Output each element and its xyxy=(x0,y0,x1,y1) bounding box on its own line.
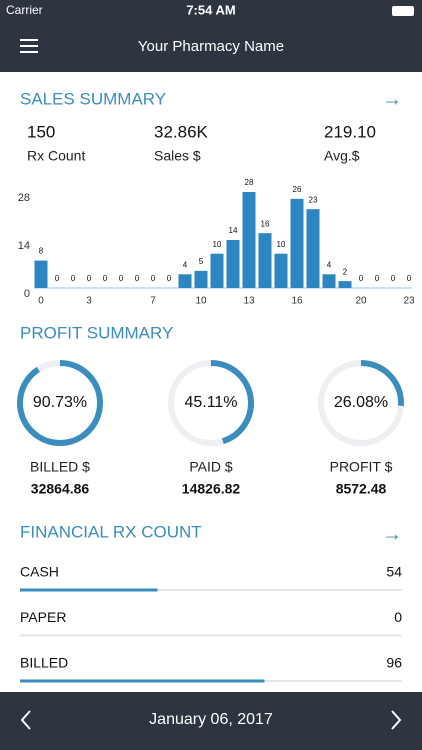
item-amount: 32864.86 xyxy=(31,481,90,497)
arrow-button[interactable]: → xyxy=(382,523,402,545)
bar xyxy=(178,274,192,288)
stat-value: 219.10 xyxy=(324,122,376,141)
nav-bar xyxy=(0,0,422,72)
value-label: 0 xyxy=(375,274,380,283)
bar xyxy=(258,233,272,288)
x-tick-label: 10 xyxy=(195,296,207,307)
bar xyxy=(306,209,320,288)
battery xyxy=(392,6,414,16)
row-label: BILLED xyxy=(20,655,68,671)
value-label: 0 xyxy=(103,274,108,283)
x-tick-label: 7 xyxy=(150,296,156,307)
item-amount: 14826.82 xyxy=(182,481,241,497)
stat-value: 32.86K xyxy=(154,122,209,141)
progress-track xyxy=(20,589,402,591)
value-label: 0 xyxy=(391,274,396,283)
bar xyxy=(34,260,48,288)
row-label: PAPER xyxy=(20,609,66,625)
stat-label: Avg.$ xyxy=(324,148,360,164)
item-label: BILLED $ xyxy=(30,459,90,475)
x-tick-label: 0 xyxy=(38,296,44,307)
progress-bar xyxy=(20,588,158,592)
value-label: 23 xyxy=(309,195,318,204)
value-label: 8 xyxy=(39,247,44,256)
footer-date: January 06, 2017 xyxy=(149,711,273,728)
progress-bar xyxy=(20,679,265,683)
row-value: 54 xyxy=(386,564,402,580)
ring-label: 26.08% xyxy=(334,394,388,411)
x-tick-label: 20 xyxy=(355,296,367,307)
carrier: Carrier xyxy=(6,3,43,17)
y-tick-label: 14 xyxy=(18,240,30,252)
bar xyxy=(210,253,224,288)
item-amount: 8572.48 xyxy=(336,481,387,497)
y-tick-label: 0 xyxy=(24,288,30,300)
next-button[interactable] xyxy=(391,710,402,730)
value-label: 0 xyxy=(119,274,124,283)
x-tick-label: 13 xyxy=(243,296,255,307)
item-label: PROFIT $ xyxy=(330,459,393,475)
y-tick-label: 28 xyxy=(18,192,30,204)
value-label: 0 xyxy=(135,274,140,283)
value-label: 28 xyxy=(245,178,254,187)
bar xyxy=(274,253,288,288)
value-label: 10 xyxy=(213,240,222,249)
section-title: PROFIT SUMMARY xyxy=(20,323,173,342)
value-label: 10 xyxy=(277,240,286,249)
stat-label: Rx Count xyxy=(27,148,85,164)
arrow-button[interactable]: → xyxy=(382,88,402,110)
bar xyxy=(290,198,304,288)
footer-bar xyxy=(0,692,422,750)
section-title: SALES SUMMARY xyxy=(20,89,166,108)
time: 7:54 AM xyxy=(186,2,235,17)
bar xyxy=(338,281,352,288)
value-label: 0 xyxy=(359,274,364,283)
ring-label: 90.73% xyxy=(33,394,87,411)
ring-progress xyxy=(318,360,404,446)
value-label: 0 xyxy=(55,274,60,283)
value-label: 5 xyxy=(199,257,204,266)
x-tick-label: 3 xyxy=(86,296,92,307)
value-label: 0 xyxy=(71,274,76,283)
ring-label: 45.11% xyxy=(184,394,237,411)
x-tick-label: 23 xyxy=(403,296,415,307)
bar xyxy=(194,270,208,288)
progress-track xyxy=(20,634,402,637)
prev-button[interactable] xyxy=(20,710,31,730)
value-label: 0 xyxy=(151,274,156,283)
x-tick-label: 16 xyxy=(291,296,303,307)
bar xyxy=(322,274,336,288)
row-label: CASH xyxy=(20,564,59,580)
menu-button[interactable] xyxy=(20,39,38,53)
value-label: 14 xyxy=(229,226,238,235)
header-title: Your Pharmacy Name xyxy=(138,38,284,55)
value-label: 2 xyxy=(343,267,348,276)
ring-progress xyxy=(17,360,103,446)
row-value: 96 xyxy=(386,655,402,671)
bar xyxy=(242,192,256,288)
value-label: 0 xyxy=(87,274,92,283)
value-label: 4 xyxy=(183,260,188,269)
row-value: 0 xyxy=(394,609,402,625)
stat-label: Sales $ xyxy=(154,148,201,164)
value-label: 0 xyxy=(167,274,172,283)
bar xyxy=(226,240,240,288)
value-label: 26 xyxy=(293,185,302,194)
value-label: 4 xyxy=(327,260,332,269)
item-label: PAID $ xyxy=(189,459,233,475)
section-title: FINANCIAL RX COUNT xyxy=(20,522,202,541)
stat-value: 150 xyxy=(27,122,55,141)
value-label: 0 xyxy=(407,274,412,283)
value-label: 16 xyxy=(261,219,270,228)
ring-progress xyxy=(168,360,254,446)
